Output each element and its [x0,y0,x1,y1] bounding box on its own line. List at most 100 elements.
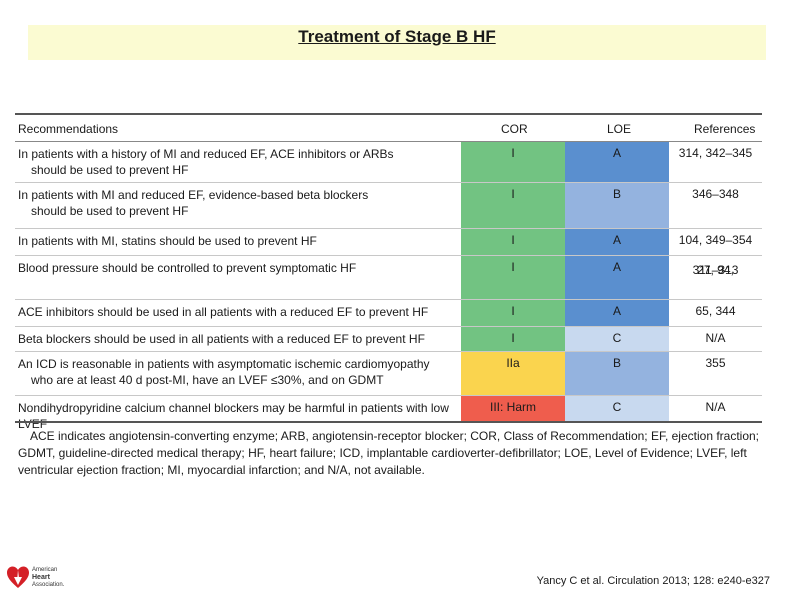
recommendation-line: In patients with MI and reduced EF, evid… [18,188,369,202]
row-separator [15,395,762,396]
references-line: 27, 94, [697,263,734,277]
table-row: In patients with a history of MI and red… [15,142,762,183]
recommendation-text: In patients with MI and reduced EF, evid… [18,187,458,219]
recommendation-text: Nondihydropyridine calcium channel block… [18,400,458,432]
aha-logo-text: American Heart Association. [32,567,64,589]
cor-cell: III: Harm [461,396,565,421]
cor-value: I [511,146,515,160]
recommendation-text: Beta blockers should be used in all pati… [18,331,458,347]
table-row: An ICD is reasonable in patients with as… [15,352,762,396]
recommendation-line: An ICD is reasonable in patients with as… [18,357,430,371]
cor-cell: I [461,183,565,229]
references-cell: 65, 344 [669,300,762,327]
loe-cell: C [565,327,669,352]
cor-value: I [511,187,515,201]
citation: Yancy C et al. Circulation 2013; 128: e2… [536,575,770,587]
recommendation-line: should be used to prevent HF [31,204,189,218]
recommendation-text: In patients with a history of MI and red… [18,146,458,178]
title-band: Treatment of Stage B HF [28,25,766,60]
references-value: 65, 344 [695,304,736,318]
cor-cell: I [461,256,565,300]
recommendation-line: should be used to prevent HF [31,163,189,177]
header-recommendations: Recommendations [18,122,119,136]
slide-title: Treatment of Stage B HF [298,27,496,46]
cor-value: I [511,331,515,345]
loe-value: A [612,304,621,318]
recommendation-text: Blood pressure should be controlled to p… [18,260,458,276]
references-cell: 27, 94, 311–313 [669,256,762,300]
table-row: In patients with MI, statins should be u… [15,229,762,256]
cor-cell: I [461,142,565,183]
row-separator [15,255,762,256]
references-cell: 346–348 [669,183,762,229]
logo-line: Heart [32,574,50,581]
loe-cell: B [565,183,669,229]
table-header: Recommendations COR LOE References [15,115,762,141]
recommendation-line: who are at least 40 d post-MI, have an L… [31,373,384,387]
recommendation-text: In patients with MI, statins should be u… [18,233,458,249]
loe-value: A [612,233,621,247]
cor-cell: IIa [461,352,565,396]
references-value: 355 [705,356,726,370]
references-value: 104, 349–354 [678,233,753,247]
cor-cell: I [461,229,565,256]
table-bottom-rule [15,421,762,423]
loe-value: B [612,187,621,201]
row-separator [15,299,762,300]
references-line: 311–313 [692,263,739,277]
recommendation-text: An ICD is reasonable in patients with as… [18,356,458,388]
references-cell: 314, 342–345 [669,142,762,183]
header-loe: LOE [607,122,632,136]
row-separator [15,228,762,229]
header-references: References [694,122,756,136]
recommendation-line: Blood pressure should be controlled to p… [18,261,357,275]
table-header-rule [15,141,762,142]
loe-value: C [612,331,622,345]
recommendation-line: In patients with a history of MI and red… [18,147,394,161]
recommendation-line: Beta blockers should be used in all pati… [18,332,425,346]
loe-cell: C [565,396,669,421]
references-cell: 355 [669,352,762,396]
row-separator [15,351,762,352]
cor-value: III: Harm [489,400,536,414]
logo-line: American [32,567,58,573]
cor-value: I [511,304,515,318]
recommendation-line: ACE inhibitors should be used in all pat… [18,305,429,319]
header-cor: COR [501,122,528,136]
recommendation-text: ACE inhibitors should be used in all pat… [18,304,458,320]
row-separator [15,182,762,183]
loe-cell: A [565,300,669,327]
loe-cell: A [565,229,669,256]
loe-value: C [612,400,622,414]
table-row: In patients with MI and reduced EF, evid… [15,183,762,229]
table-top-rule [15,113,762,115]
aha-logo: American Heart Association. [6,563,76,591]
references-value: 314, 342–345 [678,146,753,160]
references-value: 27, 94, 311–313 [669,259,762,277]
cor-cell: I [461,327,565,352]
loe-value: B [612,356,621,370]
table-row: Blood pressure should be controlled to p… [15,256,762,300]
recommendation-line: In patients with MI, statins should be u… [18,234,317,248]
references-value: N/A [705,331,726,345]
cor-value: IIa [506,356,520,370]
references-cell: N/A [669,396,762,421]
table-row: Beta blockers should be used in all pati… [15,327,762,352]
cor-value: I [511,233,515,247]
loe-value: A [612,146,621,160]
references-cell: 104, 349–354 [669,229,762,256]
table-row: ACE inhibitors should be used in all pat… [15,300,762,327]
table-footnote: ACE indicates angiotensin-converting enz… [18,429,760,477]
table-row: Nondihydropyridine calcium channel block… [15,396,762,431]
loe-cell: A [565,142,669,183]
logo-line: Association. [32,582,65,588]
references-value: 346–348 [692,187,739,201]
recommendation-line: Nondihydropyridine calcium channel block… [18,401,449,431]
references-cell: N/A [669,327,762,352]
cor-value: I [511,260,515,274]
cor-cell: I [461,300,565,327]
loe-cell: A [565,256,669,300]
row-separator [15,326,762,327]
loe-cell: B [565,352,669,396]
references-value: N/A [705,400,726,414]
